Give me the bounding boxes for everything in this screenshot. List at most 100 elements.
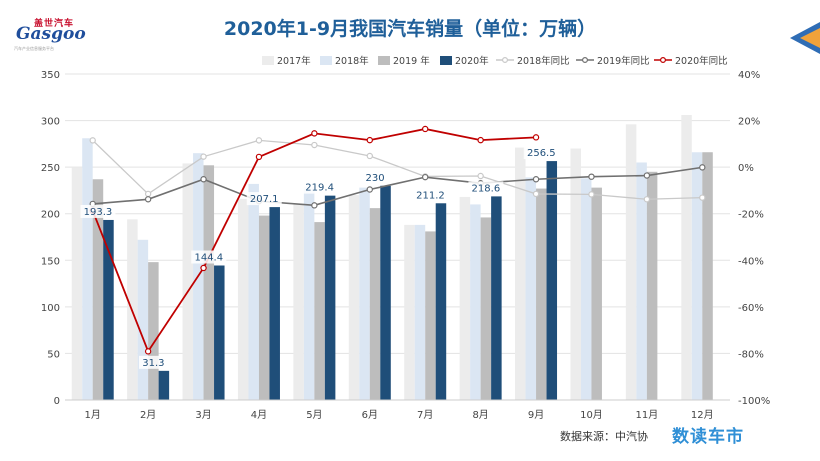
y-right-tick-label: 40% bbox=[738, 70, 760, 81]
data-label-bg bbox=[191, 250, 227, 264]
brand-logo: 数读车市 bbox=[672, 427, 744, 447]
bar-2017年-3月 bbox=[182, 163, 194, 400]
bar-2018年-8月 bbox=[470, 204, 481, 400]
bar-2018年-4月 bbox=[248, 183, 259, 400]
bar-2019 年-9月 bbox=[536, 188, 547, 400]
y-right-tick-label: 0% bbox=[738, 163, 754, 174]
bar-2019 年-8月 bbox=[480, 217, 492, 400]
bar-2017年-5月 bbox=[293, 204, 304, 400]
data-labels: 193.3 31.3 144.4 207.1 219.4 230 211.2 218.6 256… bbox=[80, 146, 559, 369]
point-2019年同比-5月 bbox=[311, 202, 318, 209]
point-2020年同比-7月 bbox=[422, 125, 429, 133]
y-left-tick-label: 100 bbox=[41, 303, 60, 314]
legend-swatch bbox=[320, 56, 332, 65]
point-2019年同比-6月 bbox=[366, 186, 373, 193]
bar-2020年-9月 bbox=[546, 161, 558, 400]
x-tick-label: 9月 bbox=[528, 409, 544, 421]
point-2020年同比-9月 bbox=[532, 134, 540, 141]
legend-swatch bbox=[440, 56, 452, 65]
bar-2020年-8月 bbox=[491, 196, 502, 400]
bar-2019 年-5月 bbox=[314, 222, 325, 400]
bar-2017年-4月 bbox=[237, 198, 249, 400]
bar-2017年-11月 bbox=[625, 124, 637, 400]
legend-marker bbox=[502, 56, 509, 63]
x-tick-label: 10月 bbox=[580, 409, 603, 421]
point-2020年同比-4月 bbox=[255, 153, 263, 161]
point-2019年同比-11月 bbox=[643, 172, 651, 179]
bar-2018年-11月 bbox=[636, 162, 647, 400]
point-2018年同比-5月 bbox=[311, 141, 318, 149]
gridlines bbox=[65, 73, 730, 401]
bar-2019 年-10月 bbox=[591, 187, 602, 400]
bar-2018年-1月 bbox=[82, 138, 93, 401]
data-label-bg bbox=[138, 355, 168, 369]
point-2018年同比-12月 bbox=[699, 194, 706, 201]
logo-subtitle: 汽车产业信息服务平台 bbox=[14, 46, 54, 51]
x-tick-label: 6月 bbox=[362, 409, 378, 421]
point-2018年同比-8月 bbox=[477, 172, 484, 180]
data-label-bg bbox=[246, 192, 282, 206]
lines bbox=[89, 125, 706, 355]
x-tick-label: 7月 bbox=[417, 409, 433, 421]
bar-2019 年-1月 bbox=[92, 179, 104, 400]
logo-english-text: Gasgoo bbox=[16, 24, 86, 44]
gasgoo-logo: 盖世汽车 Gasgoo 汽车产业信息服务平台 bbox=[8, 16, 88, 56]
data-label-bg bbox=[363, 170, 387, 184]
line-2018年同比 bbox=[92, 139, 703, 200]
y-left-tick-label: 250 bbox=[41, 163, 60, 174]
bar-2019 年-12月 bbox=[702, 152, 713, 400]
bar-2019 年-3月 bbox=[203, 165, 215, 400]
point-2019年同比-12月 bbox=[699, 164, 706, 171]
y-right-tick-label: 20% bbox=[738, 117, 760, 128]
y-left-tick-label: 50 bbox=[47, 349, 60, 360]
bar-2017年-9月 bbox=[515, 147, 526, 400]
y-left-tick-label: 350 bbox=[41, 70, 60, 81]
legend-swatch bbox=[378, 56, 390, 65]
data-label-bg bbox=[523, 146, 559, 160]
bar-2020年-1月 bbox=[103, 219, 114, 400]
point-2018年同比-10月 bbox=[588, 191, 595, 198]
bar-2020年-3月 bbox=[214, 265, 225, 400]
data-label-2020-9月: 256.5 bbox=[527, 148, 556, 159]
bar-2019 年-4月 bbox=[258, 215, 270, 400]
bar-2017年-8月 bbox=[459, 196, 471, 400]
point-2018年同比-6月 bbox=[366, 152, 373, 160]
point-2020年同比-8月 bbox=[477, 136, 484, 144]
legend-label: 2018年同比 bbox=[517, 55, 570, 67]
data-label-2020-4月: 207.1 bbox=[250, 194, 279, 205]
data-label-bg bbox=[412, 188, 448, 202]
legend-label: 2020年同比 bbox=[675, 55, 728, 67]
x-tick-label: 5月 bbox=[306, 409, 322, 421]
point-2018年同比-9月 bbox=[532, 190, 540, 198]
legend-marker bbox=[581, 56, 588, 63]
data-label-bg bbox=[468, 181, 504, 195]
legend-label: 2020年 bbox=[455, 55, 489, 67]
y-right-tick-label: -60% bbox=[738, 303, 764, 314]
point-2019年同比-10月 bbox=[588, 173, 595, 180]
point-2018年同比-11月 bbox=[643, 196, 651, 203]
data-label-2020-8月: 218.6 bbox=[472, 183, 501, 194]
bar-2018年-5月 bbox=[303, 186, 315, 400]
y-right-tick-label: -100% bbox=[738, 396, 770, 407]
bar-2017年-12月 bbox=[681, 114, 692, 401]
bar-2018年-10月 bbox=[580, 178, 592, 400]
bar-2020年-6月 bbox=[380, 185, 391, 400]
point-2019年同比-3月 bbox=[200, 176, 207, 183]
point-2019年同比-9月 bbox=[532, 176, 540, 183]
axes: 0 50 100 150 200 250 300 350 -100% -80% -60% -40% -2… bbox=[41, 70, 770, 421]
point-2018年同比-3月 bbox=[200, 153, 207, 160]
legend-label: 2019年同比 bbox=[597, 55, 650, 67]
point-2019年同比-7月 bbox=[422, 173, 429, 181]
data-source: 数据来源：中汽协 bbox=[560, 430, 648, 443]
data-label-2020-5月: 219.4 bbox=[305, 183, 334, 194]
legend-label: 2018年 bbox=[335, 55, 369, 67]
x-tick-label: 4月 bbox=[251, 409, 267, 421]
x-tick-label: 2月 bbox=[140, 409, 156, 421]
y-left-tick-label: 200 bbox=[41, 210, 60, 221]
legend-marker bbox=[659, 56, 666, 63]
bar-2019 年-7月 bbox=[425, 231, 436, 400]
point-2020年同比-6月 bbox=[366, 136, 373, 144]
data-label-2020-3月: 144.4 bbox=[194, 253, 223, 264]
legend-swatch bbox=[262, 56, 274, 65]
